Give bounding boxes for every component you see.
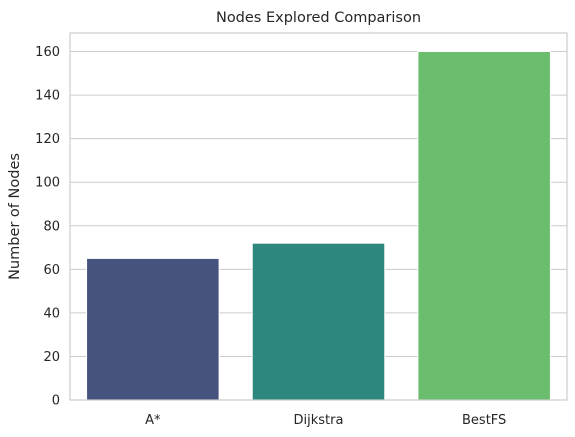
y-tick-label: 40 <box>43 306 60 321</box>
plot-border <box>69 32 568 401</box>
y-tick-label: 0 <box>52 394 60 409</box>
y-tick-label: 120 <box>35 132 60 147</box>
y-tick-labels: 0 20 40 60 80 100 120 140 160 <box>35 45 60 408</box>
y-tick-label: 20 <box>43 350 60 365</box>
y-tick-label: 140 <box>35 89 60 104</box>
y-tick-label: 160 <box>35 45 60 60</box>
bar-dijkstra <box>251 242 386 401</box>
bars <box>86 51 551 401</box>
y-axis-label: Number of Nodes <box>7 153 23 280</box>
bar-bestfs <box>417 51 551 401</box>
x-tick-label: Dijkstra <box>294 413 344 428</box>
x-tick-label: BestFS <box>462 413 506 428</box>
plot-frame <box>69 32 568 401</box>
x-tick-label: A* <box>145 413 161 428</box>
y-tick-label: 100 <box>35 176 60 191</box>
y-tick-label: 60 <box>43 263 60 278</box>
y-tick-label: 80 <box>43 219 60 234</box>
x-tick-labels: A* Dijkstra BestFS <box>145 413 506 428</box>
chart-title: Nodes Explored Comparison <box>216 10 421 26</box>
bar-a <box>86 257 220 401</box>
